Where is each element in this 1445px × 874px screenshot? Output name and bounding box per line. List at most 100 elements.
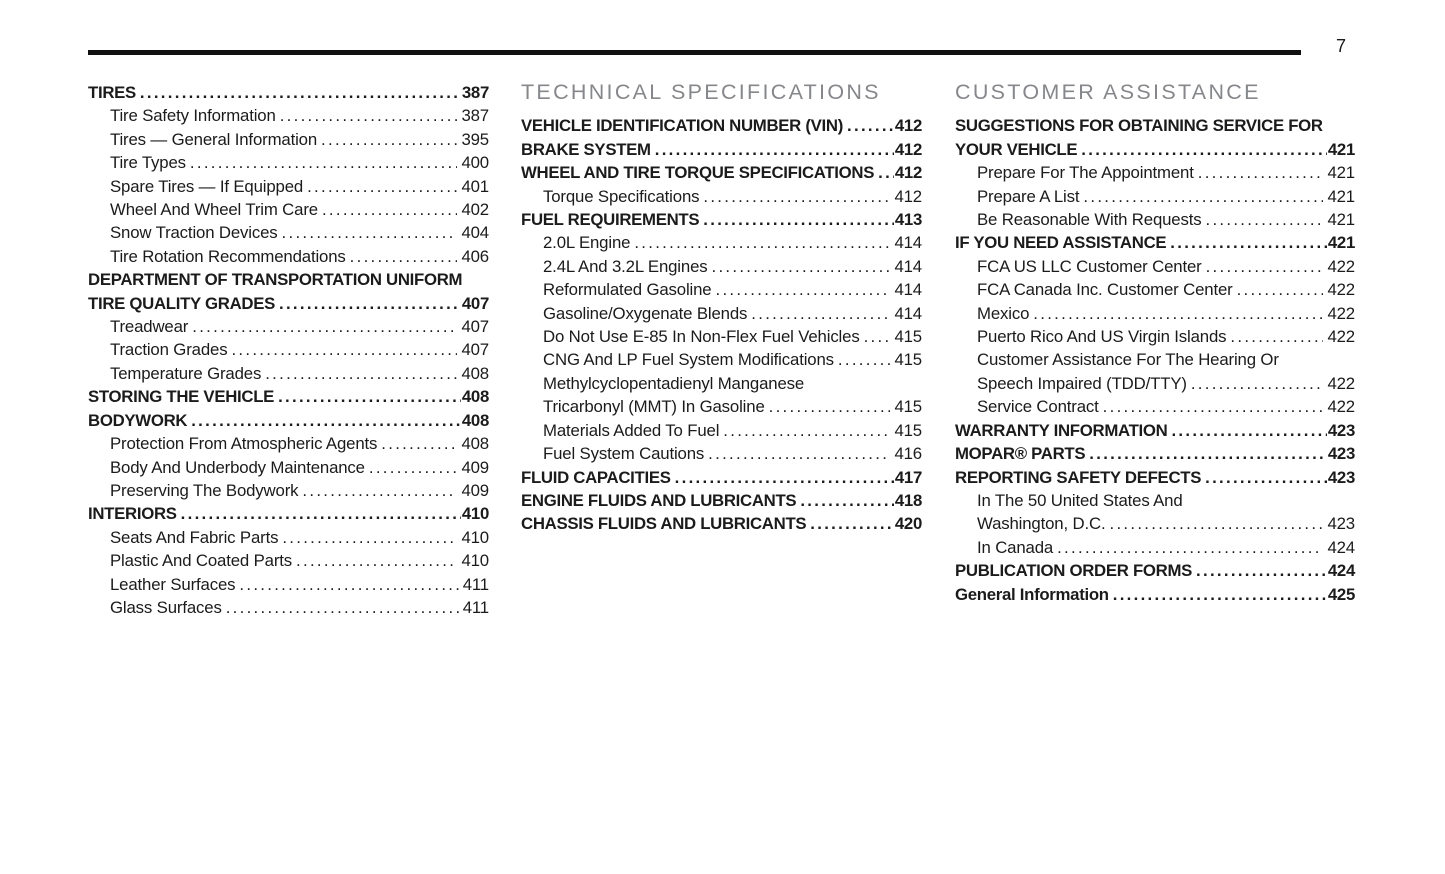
toc-entry-label: Plastic And Coated Parts [110, 551, 293, 571]
toc-entry: Fuel System Cautions 416 [521, 442, 922, 465]
toc-dot-leader [1083, 185, 1323, 208]
toc-entry: Reformulated Gasoline 414 [521, 278, 922, 301]
toc-entry-page: 411 [462, 597, 489, 617]
toc-entry-page: 423 [1327, 514, 1355, 534]
toc-entry-label: Tire Safety Information [110, 106, 276, 126]
toc-dot-leader [708, 442, 890, 465]
toc-entry-page: 408 [461, 363, 489, 383]
toc-entry-label: Tire Rotation Recommendations [110, 246, 346, 266]
toc-entry-page: 409 [461, 457, 489, 477]
toc-entry: Plastic And Coated Parts 410 [88, 549, 489, 572]
toc-entry: Temperature Grades 408 [88, 362, 489, 385]
toc-entry-label: Service Contract [977, 397, 1099, 417]
toc-entry: Snow Traction Devices 404 [88, 221, 489, 244]
toc-entry-label: BODYWORK [88, 410, 188, 430]
toc-entry: CNG And LP Fuel System Modifications 415 [521, 348, 922, 371]
toc-entry-page: 417 [894, 467, 922, 487]
toc-entry: BRAKE SYSTEM 412 [521, 138, 922, 161]
toc-entry-label: REPORTING SAFETY DEFECTS [955, 467, 1202, 487]
toc-entry-label: Tricarbonyl (MMT) In Gasoline [543, 397, 765, 417]
toc-entry-page: 414 [894, 280, 922, 300]
toc-dot-leader [321, 128, 457, 151]
toc-column-left: TIRES387Tire Safety Information387Tires … [88, 81, 489, 619]
toc-entry: YOUR VEHICLE 421 [955, 138, 1355, 161]
toc-entry: Methylcyclopentadienyl Manganese [521, 372, 922, 395]
toc-entry: STORING THE VEHICLE 408 [88, 385, 489, 408]
toc-entry-label: PUBLICATION ORDER FORMS [955, 561, 1193, 581]
header-rule [88, 50, 1301, 55]
toc-entry-page: 412 [894, 116, 922, 136]
toc-entry-label: MOPAR® PARTS [955, 444, 1086, 464]
toc-entry-label: Do Not Use E-85 In Non-Flex Fuel Vehicle… [543, 327, 860, 347]
toc-entry: In Canada 424 [955, 536, 1355, 559]
toc-entry: Do Not Use E-85 In Non-Flex Fuel Vehicle… [521, 325, 922, 348]
toc-entry-label: BRAKE SYSTEM [521, 139, 651, 159]
toc-entry: Tire Safety Information 387 [88, 104, 489, 127]
toc-entry: REPORTING SAFETY DEFECTS 423 [955, 466, 1355, 489]
toc-entry-page: 411 [462, 574, 489, 594]
toc-entry-label: Body And Underbody Maintenance [110, 457, 365, 477]
toc-dot-leader [769, 395, 891, 418]
toc-dot-leader [810, 512, 894, 535]
toc-section-header: CUSTOMER ASSISTANCE [955, 80, 1261, 104]
toc-entry-page: 421 [1327, 210, 1355, 230]
toc-entry-label: Gasoline/Oxygenate Blends [543, 303, 748, 323]
toc-entry-page: 421 [1327, 163, 1355, 183]
toc-dot-leader [655, 138, 894, 161]
toc-entry: DEPARTMENT OF TRANSPORTATION UNIFORM [88, 268, 489, 291]
toc-entry-label: Customer Assistance For The Hearing Or [977, 350, 1279, 370]
toc-dot-leader [715, 278, 890, 301]
toc-entry-page: 422 [1327, 280, 1355, 300]
toc-entry-page: 413 [894, 210, 922, 230]
toc-dot-leader [282, 221, 458, 244]
toc-entry-page: 415 [894, 350, 922, 370]
toc-entry-label: 2.0L Engine [543, 233, 631, 253]
toc-entry-label: SUGGESTIONS FOR OBTAINING SERVICE FOR [955, 116, 1323, 136]
toc-entry-page: 404 [461, 223, 489, 243]
toc-entry: Speech Impaired (TDD/TTY) 422 [955, 372, 1355, 395]
toc-entry-label: ENGINE FLUIDS AND LUBRICANTS [521, 490, 797, 510]
toc-entry: BODYWORK 408 [88, 409, 489, 432]
toc-column-middle: TECHNICAL SPECIFICATIONS VEHICLE IDENTIFI… [521, 80, 922, 536]
toc-dot-leader [282, 526, 457, 549]
toc-entry: Tires — General Information 395 [88, 128, 489, 151]
toc-entry-page: 387 [461, 83, 489, 102]
toc-entry-label: Wheel And Wheel Trim Care [110, 200, 318, 220]
toc-entry-label: Reformulated Gasoline [543, 280, 712, 300]
toc-dot-leader [1191, 372, 1324, 395]
toc-entry: FUEL REQUIREMENTS 413 [521, 208, 922, 231]
toc-entry: Torque Specifications 412 [521, 185, 922, 208]
toc-dot-leader [181, 502, 461, 525]
toc-dot-leader [1103, 395, 1324, 418]
toc-dot-leader [191, 409, 461, 432]
toc-entry-label: Washington, D.C. [977, 514, 1106, 534]
toc-dot-leader [1171, 419, 1326, 442]
toc-entry-label: Seats And Fabric Parts [110, 527, 279, 547]
toc-entry: 2.4L And 3.2L Engines 414 [521, 255, 922, 278]
toc-entry-label: TIRE QUALITY GRADES [88, 293, 275, 313]
toc-entry: TIRES 387 [88, 81, 489, 104]
toc-dot-leader [322, 198, 457, 221]
toc-entry-page: 412 [894, 163, 922, 183]
toc-entry-label: Tires — General Information [110, 129, 318, 149]
toc-entry-page: 410 [461, 551, 489, 571]
toc-entry-page: 415 [894, 327, 922, 347]
toc-entry: Protection From Atmospheric Agents 408 [88, 432, 489, 455]
toc-entry-label: WHEEL AND TIRE TORQUE SPECIFICATIONS [521, 163, 875, 183]
toc-entry: FCA US LLC Customer Center 422 [955, 255, 1355, 278]
toc-entry-label: Temperature Grades [110, 363, 262, 383]
toc-dot-leader [226, 596, 459, 619]
toc-entry-label: In The 50 United States And [977, 490, 1183, 510]
toc-entry-label: Puerto Rico And US Virgin Islands [977, 327, 1227, 347]
toc-entry-page: 412 [894, 139, 922, 159]
toc-dot-leader [712, 255, 891, 278]
toc-entry-label: VEHICLE IDENTIFICATION NUMBER (VIN) [521, 116, 844, 136]
toc-entry-label: FUEL REQUIREMENTS [521, 210, 700, 230]
toc-section-header: TECHNICAL SPECIFICATIONS [521, 80, 881, 104]
toc-column-right: CUSTOMER ASSISTANCE SUGGESTIONS FOR OBTAI… [955, 80, 1355, 606]
toc-entry: Mexico 422 [955, 302, 1355, 325]
toc-entry: Prepare A List 421 [955, 185, 1355, 208]
toc-dot-leader [265, 362, 457, 385]
toc-entry-page: 409 [461, 480, 489, 500]
toc-entry: Washington, D.C. 423 [955, 512, 1355, 535]
